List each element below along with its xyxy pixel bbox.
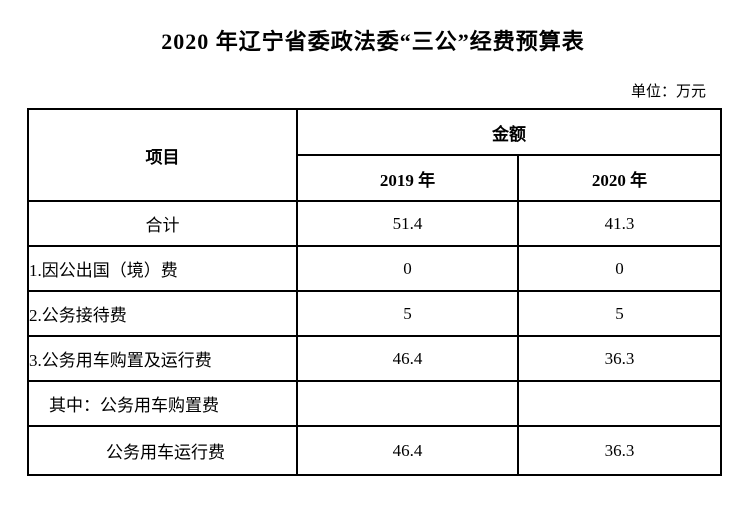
- row-label-vehicle-total: 3.公务用车购置及运行费: [27, 335, 298, 382]
- unit-label: 单位：万元: [630, 84, 706, 100]
- budget-table: 项目 金额 2019 年 2020 年 合计 51.4 41.3 1.因公出国（…: [27, 108, 722, 476]
- row-total-2019: 51.4: [296, 200, 519, 247]
- table-row-reception-fee: 2.公务接待费 5 5: [27, 290, 722, 337]
- header-year-2020: 2020 年: [517, 154, 722, 202]
- table-row-vehicle-purchase: 其中：公务用车购置费: [27, 380, 722, 427]
- row-label-vehicle-operation: 公务用车运行费: [27, 425, 298, 476]
- row-vehicle-operation-2019: 46.4: [296, 425, 519, 476]
- row-label-vehicle-purchase: 其中：公务用车购置费: [27, 380, 298, 427]
- row-reception-2019: 5: [296, 290, 519, 337]
- row-vehicle-purchase-2019: [296, 380, 519, 427]
- table-row-vehicle-operation: 公务用车运行费 46.4 36.3: [27, 425, 722, 476]
- row-vehicle-total-2020: 36.3: [517, 335, 722, 382]
- header-amount: 金额: [296, 108, 722, 156]
- row-label-reception-fee: 2.公务接待费: [27, 290, 298, 337]
- table-container: 单位：万元 项目 金额 2019 年 2020 年 合计 51.4 41.3 1…: [27, 80, 722, 476]
- row-vehicle-operation-2020: 36.3: [517, 425, 722, 476]
- header-item: 项目: [27, 108, 298, 202]
- row-abroad-2020: 0: [517, 245, 722, 292]
- header-year-2019: 2019 年: [296, 154, 519, 202]
- row-total-2020: 41.3: [517, 200, 722, 247]
- page-title: 2020 年辽宁省委政法委“三公”经费预算表: [161, 29, 585, 54]
- table-row-total: 合计 51.4 41.3: [27, 200, 722, 247]
- row-reception-2020: 5: [517, 290, 722, 337]
- row-abroad-2019: 0: [296, 245, 519, 292]
- table-row-vehicle-total: 3.公务用车购置及运行费 46.4 36.3: [27, 335, 722, 382]
- row-vehicle-purchase-2020: [517, 380, 722, 427]
- row-label-total: 合计: [27, 200, 298, 247]
- row-vehicle-total-2019: 46.4: [296, 335, 519, 382]
- row-label-abroad-fee: 1.因公出国（境）费: [27, 245, 298, 292]
- header-row-1: 项目 金额: [27, 108, 722, 202]
- header-row-2: 2019 年 2020 年: [28, 154, 722, 202]
- table-row-abroad-fee: 1.因公出国（境）费 0 0: [27, 245, 722, 292]
